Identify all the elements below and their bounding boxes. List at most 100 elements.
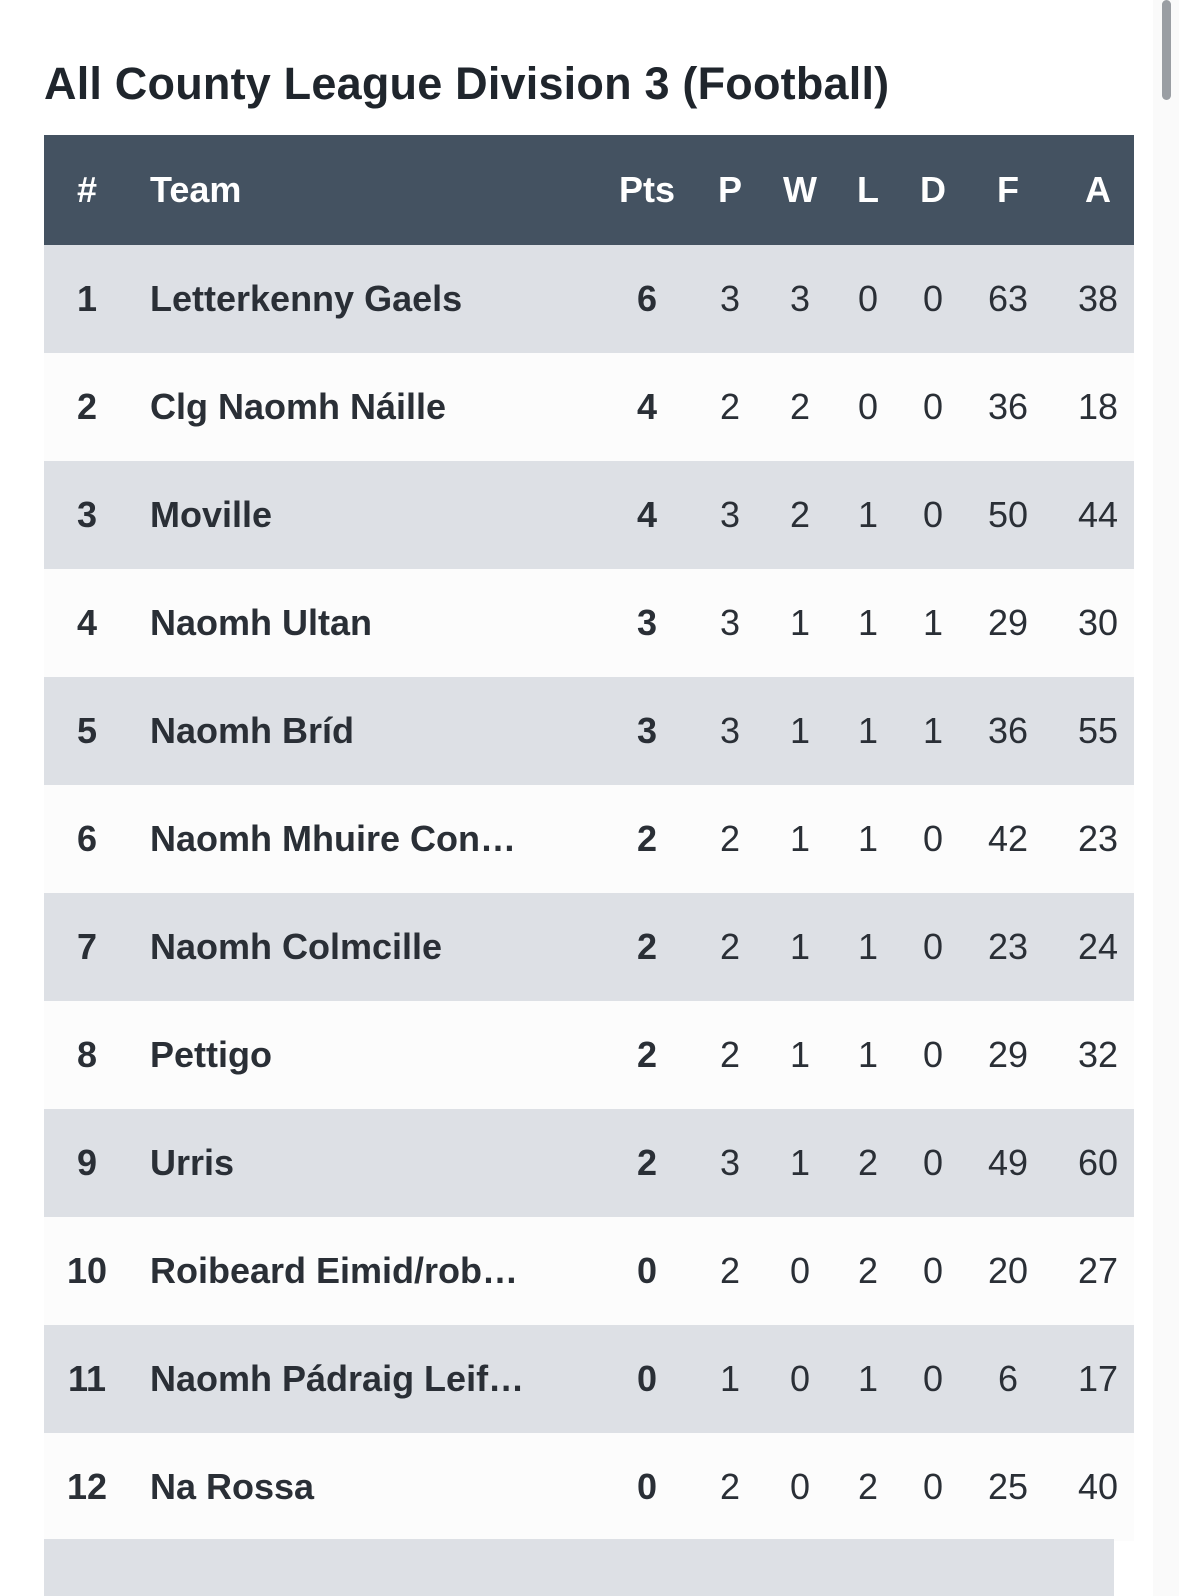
- cell-team[interactable]: Letterkenny Gaels: [130, 245, 610, 353]
- cell-played: 2: [719, 1034, 741, 1075]
- scrollbar[interactable]: [1153, 0, 1179, 1596]
- cell-points: 2: [636, 1034, 658, 1075]
- table-body: 1 Letterkenny Gaels 6 3 3 0 0 63 38 2 Clg Naomh Ná…: [44, 245, 1134, 1541]
- cell-for: 6: [997, 1358, 1019, 1399]
- team-name-link[interactable]: Na Rossa: [150, 1466, 315, 1507]
- cell-points: 3: [636, 602, 658, 643]
- cell-points: 0: [636, 1358, 658, 1399]
- table-row[interactable]: 4 Naomh Ultan 3 3 1 1 1 29 30: [44, 569, 1134, 677]
- cell-drawn: 1: [922, 710, 944, 751]
- cell-won: 3: [789, 278, 811, 319]
- cell-team[interactable]: Moville: [130, 461, 610, 569]
- table-row[interactable]: 1 Letterkenny Gaels 6 3 3 0 0 63 38: [44, 245, 1134, 353]
- cell-team[interactable]: Naomh Bríd: [130, 677, 610, 785]
- cell-drawn: 0: [922, 1034, 944, 1075]
- cell-won: 1: [789, 818, 811, 859]
- cell-played: 3: [719, 1142, 741, 1183]
- header-points[interactable]: Pts: [618, 169, 676, 210]
- cell-lost: 2: [857, 1142, 879, 1183]
- cell-against: 40: [1077, 1466, 1119, 1507]
- cell-for: 36: [987, 386, 1029, 427]
- cell-lost: 2: [857, 1466, 879, 1507]
- table-row[interactable]: 9 Urris 2 3 1 2 0 49 60: [44, 1109, 1134, 1217]
- header-team[interactable]: Team: [150, 169, 242, 210]
- cell-position: 1: [76, 278, 98, 319]
- cell-team[interactable]: Naomh Ultan: [130, 569, 610, 677]
- cell-position: 5: [76, 710, 98, 751]
- table-row[interactable]: 11 Naomh Pádraig Leif… 0 1 0 1 0 6 17: [44, 1325, 1134, 1433]
- cell-points: 0: [636, 1466, 658, 1507]
- cell-team[interactable]: Pettigo: [130, 1001, 610, 1109]
- cell-team[interactable]: Na Rossa: [130, 1433, 610, 1541]
- cell-position: 3: [76, 494, 98, 535]
- cell-team[interactable]: Naomh Mhuire Con…: [130, 785, 610, 893]
- cell-team[interactable]: Urris: [130, 1109, 610, 1217]
- cell-points: 2: [636, 926, 658, 967]
- cell-lost: 1: [857, 1358, 879, 1399]
- cell-team[interactable]: Clg Naomh Náille: [130, 353, 610, 461]
- table-row[interactable]: 12 Na Rossa 0 2 0 2 0 25 40: [44, 1433, 1134, 1541]
- league-table: # Team Pts P W L D F A 1 Letterkenny Gael…: [44, 135, 1134, 1541]
- cell-played: 2: [719, 1250, 741, 1291]
- team-name-link[interactable]: Clg Naomh Náille: [150, 386, 447, 427]
- cell-points: 4: [636, 386, 658, 427]
- cell-drawn: 0: [922, 1142, 944, 1183]
- team-name-link[interactable]: Moville: [150, 494, 273, 535]
- table-row[interactable]: 10 Roibeard Eimid/rob… 0 2 0 2 0 20 27: [44, 1217, 1134, 1325]
- cell-won: 1: [789, 710, 811, 751]
- table-row[interactable]: 7 Naomh Colmcille 2 2 1 1 0 23 24: [44, 893, 1134, 1001]
- cell-for: 29: [987, 602, 1029, 643]
- header-lost[interactable]: L: [857, 169, 879, 210]
- cell-team[interactable]: Naomh Colmcille: [130, 893, 610, 1001]
- table-row[interactable]: 3 Moville 4 3 2 1 0 50 44: [44, 461, 1134, 569]
- cell-position: 9: [76, 1142, 98, 1183]
- team-name-link[interactable]: Naomh Colmcille: [150, 926, 443, 967]
- cell-position: 2: [76, 386, 98, 427]
- cell-against: 18: [1077, 386, 1119, 427]
- team-name-link[interactable]: Naomh Bríd: [150, 710, 355, 751]
- cell-drawn: 1: [922, 602, 944, 643]
- cell-position: 11: [67, 1358, 107, 1399]
- cell-drawn: 0: [922, 926, 944, 967]
- cell-played: 2: [719, 818, 741, 859]
- team-name-link[interactable]: Urris: [150, 1142, 235, 1183]
- cell-team[interactable]: Roibeard Eimid/rob…: [130, 1217, 610, 1325]
- header-played[interactable]: P: [717, 169, 742, 210]
- team-name-link[interactable]: Naomh Pádraig Leif…: [150, 1358, 525, 1399]
- header-position[interactable]: #: [76, 169, 98, 210]
- header-won[interactable]: W: [783, 169, 817, 210]
- cell-won: 1: [789, 926, 811, 967]
- cell-for: 25: [987, 1466, 1029, 1507]
- cell-played: 3: [719, 494, 741, 535]
- table-row[interactable]: 8 Pettigo 2 2 1 1 0 29 32: [44, 1001, 1134, 1109]
- scrollbar-thumb[interactable]: [1162, 0, 1171, 100]
- cell-points: 4: [636, 494, 658, 535]
- cell-position: 10: [66, 1250, 108, 1291]
- table-row[interactable]: 5 Naomh Bríd 3 3 1 1 1 36 55: [44, 677, 1134, 785]
- cell-team[interactable]: Naomh Pádraig Leif…: [130, 1325, 610, 1433]
- cell-drawn: 0: [922, 1358, 944, 1399]
- team-name-link[interactable]: Pettigo: [150, 1034, 272, 1075]
- team-name-link[interactable]: Letterkenny Gaels: [150, 278, 463, 319]
- header-for[interactable]: F: [997, 169, 1019, 210]
- table-row[interactable]: 6 Naomh Mhuire Con… 2 2 1 1 0 42 23: [44, 785, 1134, 893]
- team-name-link[interactable]: Roibeard Eimid/rob…: [150, 1250, 519, 1291]
- cell-for: 50: [987, 494, 1029, 535]
- next-row-partial: [44, 1539, 1114, 1596]
- cell-won: 2: [789, 494, 811, 535]
- cell-lost: 0: [857, 386, 879, 427]
- cell-lost: 1: [857, 602, 879, 643]
- cell-position: 12: [66, 1466, 108, 1507]
- cell-points: 6: [636, 278, 658, 319]
- team-name-link[interactable]: Naomh Mhuire Con…: [150, 818, 516, 859]
- cell-won: 1: [789, 602, 811, 643]
- header-drawn[interactable]: D: [920, 169, 946, 210]
- team-name-link[interactable]: Naomh Ultan: [150, 602, 373, 643]
- header-against[interactable]: A: [1085, 169, 1111, 210]
- cell-against: 32: [1077, 1034, 1119, 1075]
- cell-points: 0: [636, 1250, 658, 1291]
- table-row[interactable]: 2 Clg Naomh Náille 4 2 2 0 0 36 18: [44, 353, 1134, 461]
- cell-for: 20: [987, 1250, 1029, 1291]
- cell-points: 2: [636, 1142, 658, 1183]
- cell-against: 27: [1077, 1250, 1119, 1291]
